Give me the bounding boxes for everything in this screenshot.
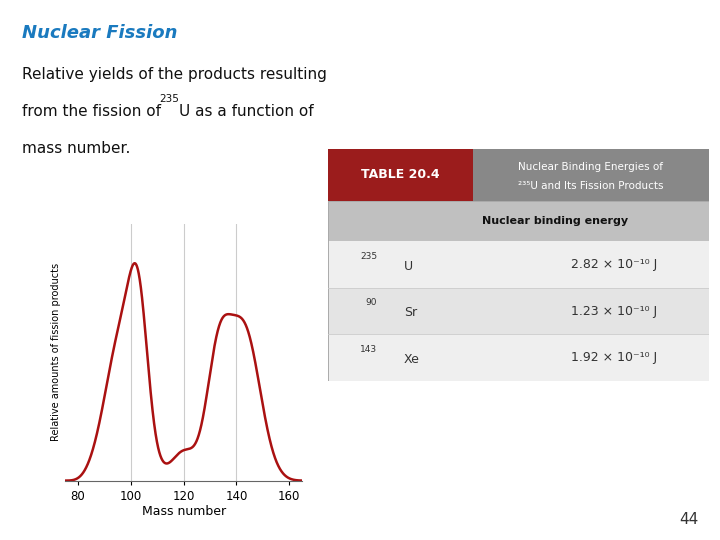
Bar [328, 148, 472, 201]
Text: 235: 235 [360, 252, 377, 261]
X-axis label: Mass number: Mass number [142, 505, 225, 518]
Text: TABLE 20.4: TABLE 20.4 [361, 168, 439, 181]
Text: 90: 90 [366, 298, 377, 307]
Text: mass number.: mass number. [22, 141, 130, 156]
Text: Xe: Xe [404, 353, 420, 366]
Bar [328, 288, 709, 334]
Text: 44: 44 [679, 511, 698, 526]
Bar [472, 148, 709, 201]
Text: 1.92 × 10⁻¹⁰ J: 1.92 × 10⁻¹⁰ J [571, 351, 657, 364]
Text: 143: 143 [360, 345, 377, 354]
Text: Nuclear binding energy: Nuclear binding energy [482, 216, 628, 226]
Bar [328, 201, 709, 381]
Text: U: U [404, 260, 413, 273]
Bar [328, 201, 709, 241]
Text: 1.23 × 10⁻¹⁰ J: 1.23 × 10⁻¹⁰ J [571, 305, 657, 318]
Y-axis label: Relative amounts of fission products: Relative amounts of fission products [50, 264, 60, 441]
Bar [328, 334, 709, 381]
Text: 235: 235 [158, 94, 179, 105]
Text: Sr: Sr [404, 306, 417, 319]
Text: ²³⁵U and Its Fission Products: ²³⁵U and Its Fission Products [518, 181, 664, 191]
Text: U as a function of: U as a function of [179, 104, 313, 119]
Text: Nuclear Fission: Nuclear Fission [22, 24, 177, 42]
Text: Nuclear Binding Energies of: Nuclear Binding Energies of [518, 162, 663, 172]
Text: from the fission of: from the fission of [22, 104, 166, 119]
Text: Relative yields of the products resulting: Relative yields of the products resultin… [22, 68, 326, 83]
Bar [328, 241, 709, 288]
Text: 2.82 × 10⁻¹⁰ J: 2.82 × 10⁻¹⁰ J [571, 258, 657, 271]
